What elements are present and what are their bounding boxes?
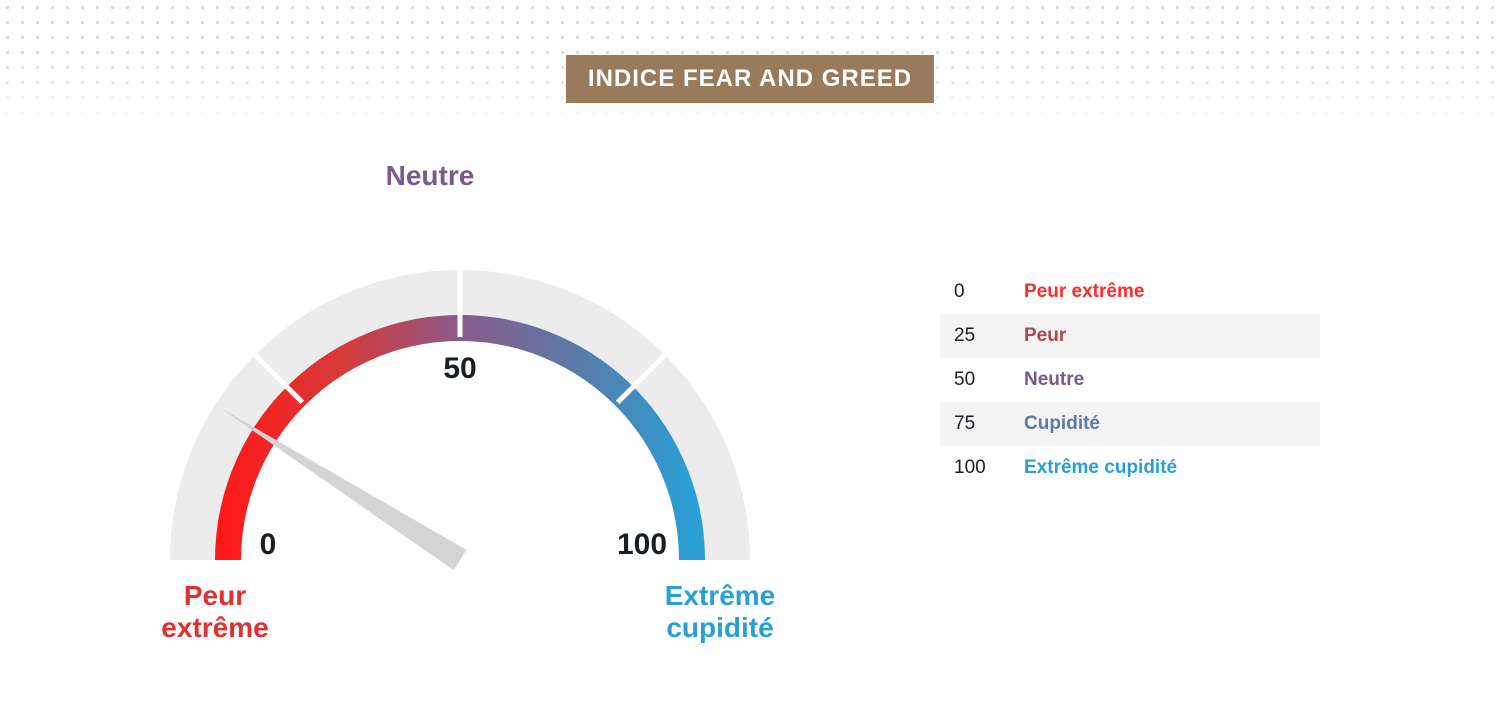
- gauge-container: Neutre 0 50 100 Peur extrême Extrême cupid…: [0, 150, 860, 670]
- gauge-label-0: 0: [260, 528, 277, 561]
- page-title-badge: INDICE FEAR AND GREED: [566, 55, 934, 103]
- gauge-left-label-text: Peur extrême: [161, 580, 268, 643]
- legend-label: Extrême cupidité: [1010, 446, 1320, 490]
- legend-value: 0: [940, 270, 1010, 314]
- legend-row: 25Peur: [940, 314, 1320, 358]
- gauge-right-label-text: Extrême cupidité: [665, 580, 776, 643]
- gauge-label-50: 50: [443, 352, 476, 385]
- gauge-right-label: Extrême cupidité: [620, 580, 820, 644]
- legend-value: 25: [940, 314, 1010, 358]
- gauge-needle: [219, 407, 466, 570]
- gauge-label-100: 100: [617, 528, 667, 561]
- legend-table: 0Peur extrême25Peur50Neutre75Cupidité100…: [940, 270, 1320, 490]
- page-title: INDICE FEAR AND GREED: [588, 65, 912, 92]
- gauge-left-label: Peur extrême: [130, 580, 300, 644]
- legend-row: 75Cupidité: [940, 402, 1320, 446]
- gauge-chart: 0 50 100: [140, 200, 780, 580]
- legend-value: 100: [940, 446, 1010, 490]
- legend-label: Cupidité: [1010, 402, 1320, 446]
- legend-row: 100Extrême cupidité: [940, 446, 1320, 490]
- legend-label: Peur: [1010, 314, 1320, 358]
- legend-value: 75: [940, 402, 1010, 446]
- legend-value: 50: [940, 358, 1010, 402]
- legend-row: 50Neutre: [940, 358, 1320, 402]
- legend-row: 0Peur extrême: [940, 270, 1320, 314]
- legend-label: Neutre: [1010, 358, 1320, 402]
- gauge-top-label: Neutre: [0, 160, 860, 192]
- legend-label: Peur extrême: [1010, 270, 1320, 314]
- content-area: Neutre 0 50 100 Peur extrême Extrême cupid…: [0, 150, 1500, 670]
